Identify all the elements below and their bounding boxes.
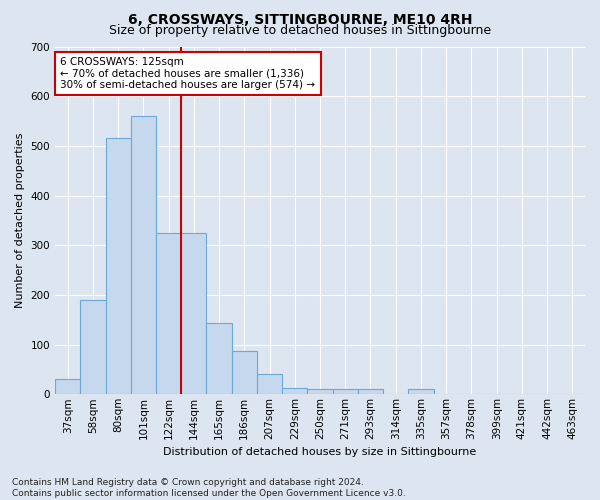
Bar [206,323,232,394]
Bar [282,388,307,394]
Text: 6, CROSSWAYS, SITTINGBOURNE, ME10 4RH: 6, CROSSWAYS, SITTINGBOURNE, ME10 4RH [128,12,472,26]
Bar [55,380,80,394]
Text: 6 CROSSWAYS: 125sqm
← 70% of detached houses are smaller (1,336)
30% of semi-det: 6 CROSSWAYS: 125sqm ← 70% of detached ho… [61,57,316,90]
Text: Size of property relative to detached houses in Sittingbourne: Size of property relative to detached ho… [109,24,491,37]
Text: Contains HM Land Registry data © Crown copyright and database right 2024.
Contai: Contains HM Land Registry data © Crown c… [12,478,406,498]
Bar [232,351,257,395]
Bar [156,233,181,394]
Bar [80,300,106,394]
Bar [409,390,434,394]
Bar [358,390,383,394]
Bar [131,116,156,394]
Bar [181,233,206,394]
X-axis label: Distribution of detached houses by size in Sittingbourne: Distribution of detached houses by size … [163,448,476,458]
Bar [106,138,131,394]
Bar [257,374,282,394]
Y-axis label: Number of detached properties: Number of detached properties [15,132,25,308]
Bar [307,390,332,394]
Bar [332,390,358,394]
